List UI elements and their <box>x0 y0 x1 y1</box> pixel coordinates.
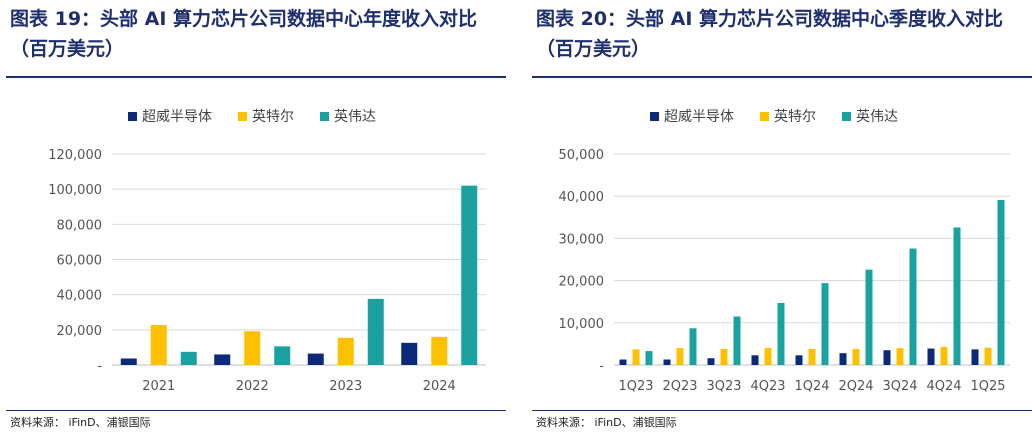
bar <box>120 358 137 365</box>
bar <box>865 269 873 365</box>
y-tick-label: 50,000 <box>559 148 605 163</box>
x-tick-label: 4Q23 <box>750 379 785 394</box>
y-tick-label: 20,000 <box>559 275 605 290</box>
legend-label: 超威半导体 <box>664 109 734 125</box>
legend-label: 英伟达 <box>856 108 898 125</box>
legend-label: 英特尔 <box>252 108 294 125</box>
x-tick-label: 2022 <box>236 379 269 394</box>
title-divider <box>532 76 1032 78</box>
y-tick-label: 30,000 <box>559 232 605 247</box>
legend-label: 英伟达 <box>334 108 376 125</box>
x-tick-label: 3Q23 <box>706 379 741 394</box>
bar <box>795 355 803 365</box>
x-tick-label: 2023 <box>329 379 362 394</box>
bar <box>214 354 231 365</box>
chart-panel-annual: 图表 19：头部 AI 算力芯片公司数据中心年度收入对比（百万美元） 超威半导体… <box>6 0 506 438</box>
bar <box>307 353 324 365</box>
bar <box>663 359 671 365</box>
x-tick-label: 2Q23 <box>662 379 697 394</box>
legend-label: 英特尔 <box>774 108 816 125</box>
footer-divider <box>6 410 506 411</box>
bar <box>940 346 948 365</box>
y-tick-label: 20,000 <box>57 324 103 339</box>
bar <box>720 348 728 365</box>
bar <box>150 325 167 365</box>
bar <box>180 351 197 365</box>
bar <box>821 283 829 365</box>
bar <box>707 358 715 365</box>
bar <box>337 337 354 365</box>
bar <box>953 227 961 365</box>
bar <box>619 359 627 365</box>
bar <box>431 336 448 365</box>
bar <box>896 348 904 365</box>
chart-panel-quarterly: 图表 20：头部 AI 算力芯片公司数据中心季度收入对比（百万美元） 超威半导体… <box>532 0 1032 438</box>
bar <box>852 348 860 365</box>
source-note: 资料来源： iFinD、浦银国际 <box>10 416 151 429</box>
bar <box>997 199 1005 365</box>
x-tick-label: 3Q24 <box>882 379 917 394</box>
bar <box>984 347 992 365</box>
bar <box>751 355 759 365</box>
y-tick-label: 60,000 <box>57 254 103 269</box>
bar <box>909 248 917 365</box>
bar <box>777 302 785 365</box>
x-tick-label: 2024 <box>423 379 456 394</box>
chart-title: 图表 19：头部 AI 算力芯片公司数据中心年度收入对比（百万美元） <box>10 8 478 60</box>
bar <box>927 348 935 365</box>
bar <box>274 346 291 365</box>
legend-swatch <box>842 112 851 121</box>
bar <box>764 348 772 365</box>
bar <box>839 353 847 365</box>
x-tick-label: 1Q25 <box>970 379 1005 394</box>
bar <box>461 185 478 365</box>
y-tick-label: - <box>599 359 604 374</box>
x-tick-label: 2Q24 <box>838 379 873 394</box>
legend-swatch <box>320 112 329 121</box>
y-tick-label: 40,000 <box>57 289 103 304</box>
y-tick-label: 120,000 <box>48 148 102 163</box>
y-tick-label: 80,000 <box>57 218 103 233</box>
annual-revenue-chart: 超威半导体 英特尔 英伟达 - 20,000 40,000 60,000 80,000 100,… <box>48 108 486 394</box>
y-tick-label: - <box>97 359 102 374</box>
x-tick-label: 2021 <box>142 379 175 394</box>
footer-divider <box>532 410 1032 411</box>
x-tick-label: 1Q24 <box>794 379 829 394</box>
bar <box>971 349 979 365</box>
bar <box>367 298 384 365</box>
legend-swatch <box>760 112 769 121</box>
title-divider <box>6 76 506 78</box>
legend-swatch <box>128 112 137 121</box>
bar <box>733 316 741 365</box>
bar <box>808 348 816 365</box>
x-tick-label: 4Q24 <box>926 379 961 394</box>
quarterly-revenue-chart: 超威半导体 英特尔 英伟达 - 10,000 20,000 30,000 40,000 50,0… <box>559 108 1010 394</box>
legend-swatch <box>238 112 247 121</box>
bar <box>401 342 418 365</box>
bar <box>244 331 261 365</box>
legend-swatch <box>650 112 659 121</box>
chart-title: 图表 20：头部 AI 算力芯片公司数据中心季度收入对比（百万美元） <box>536 8 1004 60</box>
y-tick-label: 10,000 <box>559 317 605 332</box>
bar <box>632 349 640 365</box>
bar <box>689 328 697 365</box>
legend-label: 超威半导体 <box>142 109 212 125</box>
bar <box>645 351 653 365</box>
y-tick-label: 100,000 <box>48 183 102 198</box>
source-note: 资料来源： iFinD、浦银国际 <box>536 416 677 429</box>
bar <box>676 348 684 365</box>
x-tick-label: 1Q23 <box>618 379 653 394</box>
bar <box>883 350 891 365</box>
y-tick-label: 40,000 <box>559 190 605 205</box>
